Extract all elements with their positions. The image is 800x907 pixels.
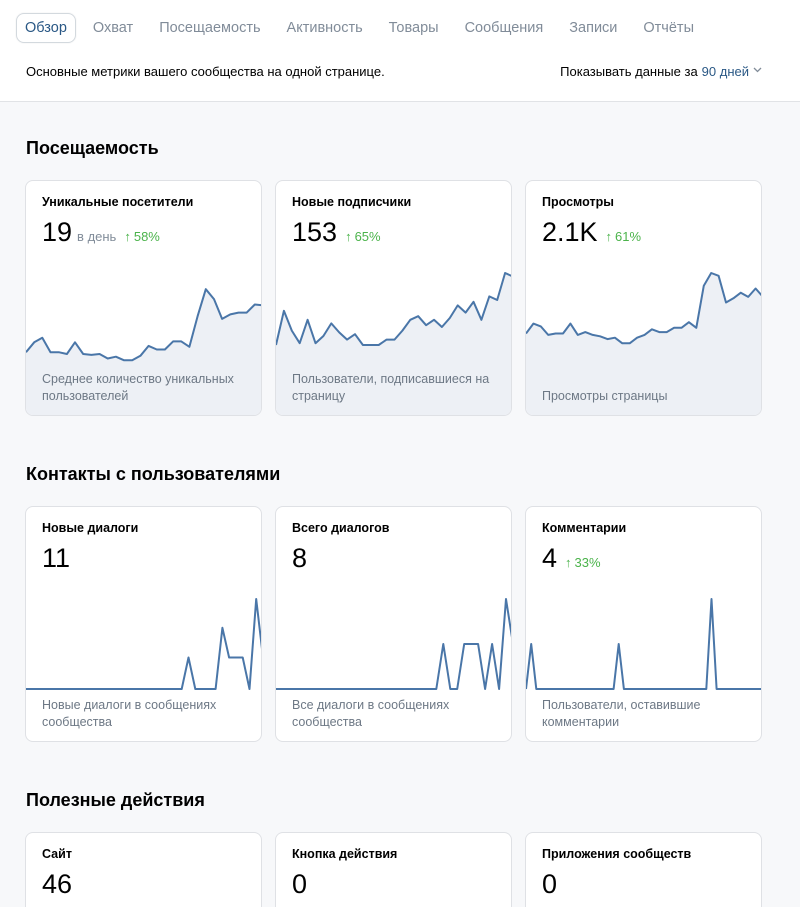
card-title: Комментарии	[542, 521, 627, 535]
card-description: Новые диалоги в сообщениях сообщества	[42, 698, 217, 729]
card-title: Кнопка действия	[292, 847, 398, 861]
page-subtitle: Основные метрики вашего сообщества на од…	[26, 64, 385, 79]
metric-card[interactable]: Приложения сообществ 0	[525, 832, 762, 907]
sparkline-area	[526, 273, 761, 415]
metric-card[interactable]: Всего диалогов 8 Все диалоги в сообщения…	[275, 506, 512, 742]
tab-activity[interactable]: Активность	[286, 20, 363, 36]
card-value: 0	[292, 869, 308, 899]
sparkline-line	[26, 288, 261, 362]
section-title-contacts: Контакты с пользователями	[26, 464, 281, 484]
sparkline-line	[276, 272, 511, 346]
card-description: Пользователи, подписавшиеся на страницу	[292, 372, 490, 403]
sparkline-area	[276, 273, 511, 415]
arrow-up-icon: ↑	[124, 229, 131, 244]
arrow-up-icon: ↑	[565, 555, 572, 570]
period-label: Показывать данные за	[560, 64, 698, 79]
metric-card[interactable]: Сайт 46	[25, 832, 262, 907]
chevron-down-icon[interactable]	[753, 65, 762, 76]
card-value: 0	[542, 869, 558, 899]
sparkline-chart	[26, 288, 261, 415]
card-delta: ↑ 65%	[345, 229, 381, 244]
arrow-up-icon: ↑	[605, 229, 613, 244]
sparkline-chart	[276, 272, 511, 415]
card-description: Все диалоги в сообщениях сообщества	[292, 698, 450, 729]
metric-card[interactable]: Просмотры 2.1K ↑ 61% Просмотры страницы	[525, 180, 762, 416]
metric-card[interactable]: Новые подписчики 153 ↑ 65% Пользователи, …	[275, 180, 512, 416]
tab-overview[interactable]: Обзор	[16, 13, 76, 43]
card-value: 4	[542, 543, 558, 573]
metric-card[interactable]: Уникальные посетители 19 в день ↑ 58% Сре…	[25, 180, 262, 416]
period-dropdown[interactable]: 90 дней	[701, 64, 749, 79]
card-title: Новые подписчики	[292, 195, 412, 209]
card-value: 19	[42, 217, 73, 247]
card-value: 153	[292, 217, 338, 247]
card-title: Приложения сообществ	[542, 847, 692, 861]
card-title: Просмотры	[542, 195, 614, 209]
card-title: Всего диалогов	[292, 521, 390, 535]
card-title: Сайт	[42, 847, 72, 861]
sparkline-chart	[526, 272, 761, 415]
sparkline-line	[526, 598, 761, 690]
tab-products[interactable]: Товары	[388, 20, 439, 36]
sparkline-line	[26, 598, 261, 690]
period-selector: Показывать данные за 90 дней	[560, 64, 762, 79]
tab-bar: Обзор Охват Посещаемость Активность Това…	[16, 13, 711, 43]
card-description: Просмотры страницы	[542, 389, 668, 403]
tab-attendance[interactable]: Посещаемость	[159, 20, 261, 36]
sparkline-line	[276, 598, 511, 690]
tab-posts[interactable]: Записи	[569, 20, 618, 36]
card-description: Пользователи, оставившие комментарии	[542, 698, 701, 729]
arrow-up-icon: ↑	[345, 229, 352, 244]
metric-card[interactable]: Комментарии 4 ↑ 33% Пользователи, оставив…	[525, 506, 762, 742]
card-delta: ↑ 58%	[124, 229, 160, 244]
top-bar: Обзор Охват Посещаемость Активность Това…	[0, 0, 800, 102]
card-value: 2.1K	[542, 217, 598, 247]
sparkline-chart	[526, 598, 761, 690]
card-delta: ↑ 33%	[565, 555, 601, 570]
tab-reach[interactable]: Охват	[92, 20, 134, 36]
section-title-attendance: Посещаемость	[26, 138, 159, 158]
card-delta: ↑ 61%	[605, 229, 642, 244]
card-title: Уникальные посетители	[42, 195, 194, 209]
card-value: 8	[292, 543, 308, 573]
card-value: 11	[42, 543, 71, 573]
tab-reports[interactable]: Отчёты	[643, 20, 694, 36]
section-title-useful-actions: Полезные действия	[26, 790, 205, 810]
metric-card[interactable]: Кнопка действия 0	[275, 832, 512, 907]
card-description: Среднее количество уникальных пользовате…	[42, 372, 234, 403]
card-unit: в день	[77, 229, 117, 244]
tab-messages[interactable]: Сообщения	[464, 20, 544, 36]
metric-card[interactable]: Новые диалоги 11 Новые диалоги в сообщен…	[25, 506, 262, 742]
sparkline-line	[526, 272, 761, 345]
sparkline-chart	[276, 598, 511, 690]
sparkline-chart	[26, 598, 261, 690]
card-value: 46	[42, 869, 73, 899]
card-title: Новые диалоги	[42, 521, 139, 535]
